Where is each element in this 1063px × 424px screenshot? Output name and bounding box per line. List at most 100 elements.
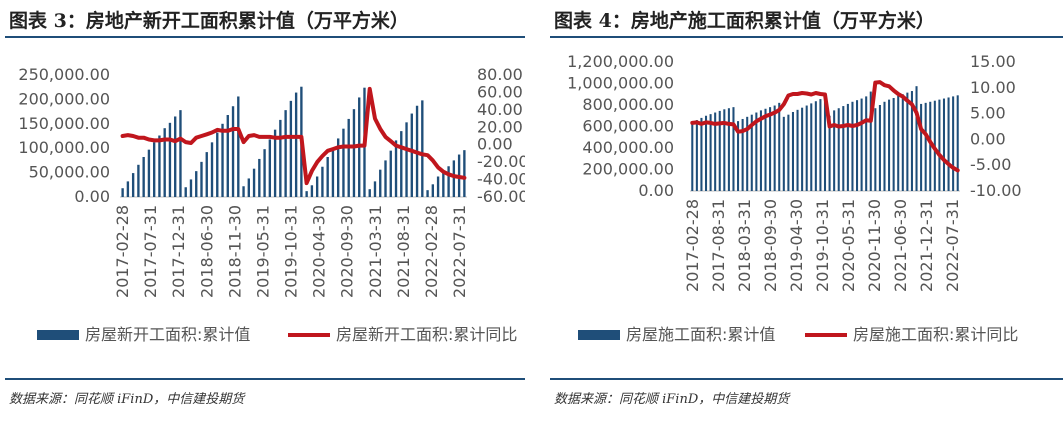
bar (869, 91, 872, 191)
left-axis-tick-label: 50,000.00 (29, 163, 110, 182)
bar (878, 105, 881, 191)
bar (394, 140, 398, 197)
bar (163, 128, 166, 197)
bar (769, 107, 772, 191)
right-axis-tick-label: -60.00 (477, 187, 525, 206)
bar (938, 99, 941, 191)
left-axis-tick-label: 0.00 (638, 181, 674, 200)
bar (352, 109, 356, 197)
bar (952, 96, 955, 191)
bar (892, 98, 895, 191)
legend-line-label: 房屋新开工面积:累计同比 (336, 325, 517, 344)
source-rule (550, 378, 1063, 380)
bar (755, 112, 758, 191)
bar (874, 108, 877, 191)
bar (924, 102, 927, 191)
right-axis-tick-label: 0.00 (477, 135, 513, 154)
bar (709, 114, 712, 191)
bar (174, 116, 177, 197)
bar (200, 161, 203, 197)
x-axis-tick-label: 2018-09-30 (761, 199, 780, 292)
bar (400, 131, 403, 197)
bar (463, 150, 466, 197)
bar (732, 107, 735, 191)
left-axis-tick-label: 0.00 (74, 187, 110, 206)
source-rule (5, 378, 525, 380)
x-axis-tick-label: 2020-09-30 (338, 205, 357, 298)
left-axis-tick-label: 200,000.00 (582, 160, 674, 179)
legend-bar-label: 房屋施工面积:累计值 (626, 325, 775, 344)
bar (906, 92, 909, 191)
bar (268, 139, 272, 197)
bar (778, 102, 781, 191)
bar (405, 122, 408, 197)
x-axis-tick-label: 2021-03-31 (366, 205, 385, 298)
bar (347, 118, 350, 197)
x-axis-tick-label: 2019-10-31 (813, 199, 832, 292)
bar (865, 96, 868, 191)
left-axis-tick-label: 250,000.00 (18, 65, 110, 84)
bar (421, 100, 424, 197)
bar (746, 116, 749, 191)
bar (860, 98, 863, 191)
left-axis-tick-label: 1,000,000.00 (567, 74, 674, 93)
bar (452, 160, 456, 197)
bar (152, 142, 156, 197)
title-rule (550, 36, 1063, 38)
bar (764, 108, 767, 191)
bar (856, 100, 859, 191)
right-axis-tick-label: -40.00 (477, 170, 525, 189)
bar (226, 115, 229, 197)
legend-bar-swatch (37, 330, 79, 340)
x-axis-tick-label: 2020-11-30 (865, 199, 884, 292)
bar (305, 191, 308, 197)
bar (819, 99, 822, 191)
left-axis-tick-label: 400,000.00 (582, 138, 674, 157)
bar (142, 156, 145, 197)
bar (920, 103, 923, 191)
bar (205, 152, 208, 197)
bar (284, 110, 287, 197)
source-note: 数据来源：同花顺 iFinD，中信建投期货 (9, 392, 245, 407)
bar (252, 168, 256, 197)
bar (737, 121, 740, 191)
bar (147, 149, 151, 197)
legend-line-label: 房屋施工面积:累计同比 (853, 325, 1018, 344)
bar (294, 92, 298, 197)
series-line (690, 80, 960, 173)
bar (168, 122, 172, 197)
bar (782, 116, 785, 191)
x-axis-tick-label: 2021-12-31 (917, 199, 936, 292)
bar (289, 100, 293, 197)
x-axis-tick-label: 2017-08-31 (709, 199, 728, 292)
x-axis-tick-label: 2021-06-30 (891, 199, 910, 292)
x-axis-tick-label: 2021-08-31 (394, 205, 413, 298)
right-axis-tick-label: -5.00 (970, 155, 1011, 174)
bar (897, 95, 900, 191)
x-axis-tick-label: 2017-12-31 (169, 205, 188, 298)
bar (695, 120, 698, 191)
legend-bar-swatch (578, 330, 620, 340)
bar (801, 107, 804, 191)
bar (851, 101, 854, 191)
right-axis-tick-label: -20.00 (477, 152, 525, 171)
bar (131, 173, 135, 197)
bar (273, 129, 277, 197)
right-axis-tick-label: 15.00 (970, 52, 1016, 71)
x-axis-tick-label: 2017-02-28 (683, 199, 702, 292)
right-axis-tick-label: 60.00 (477, 82, 523, 101)
bar (929, 101, 932, 191)
bar (704, 115, 708, 191)
chart-title: 图表 3：房地产新开工面积累计值（万平方米） (9, 10, 409, 32)
right-axis-tick-label: 40.00 (477, 100, 523, 119)
left-axis-tick-label: 1,200,000.00 (567, 52, 674, 71)
bar (373, 181, 377, 197)
bar (210, 142, 214, 197)
right-axis-tick-label: 20.00 (477, 117, 523, 136)
bar (195, 171, 198, 197)
bar (179, 110, 182, 197)
left-axis-tick-label: 800,000.00 (582, 95, 674, 114)
bar (828, 115, 831, 191)
bar (263, 149, 266, 197)
x-axis-tick-label: 2018-11-30 (225, 205, 244, 298)
